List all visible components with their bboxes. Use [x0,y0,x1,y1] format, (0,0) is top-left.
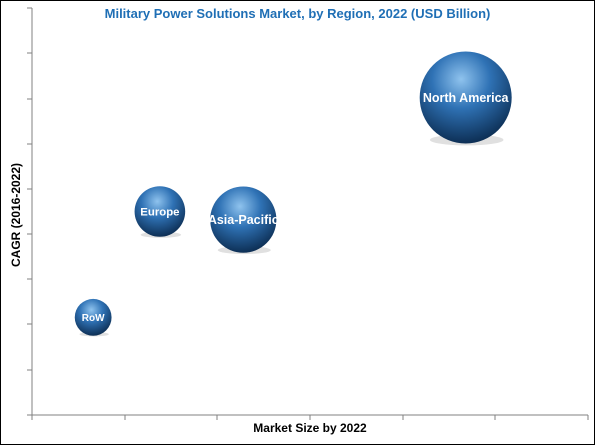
bubble-label-europe: Europe [140,206,179,218]
axes [31,8,588,416]
bubble-label-row: RoW [82,313,105,324]
bubble-label-asia-pacific: Asia-Pacific [208,213,279,227]
bubble-north-america [419,51,512,144]
bubbles: North America Europe Asia-Pacific RoW [74,51,512,337]
bubble-asia-pacific [210,186,277,253]
bubble-row [74,298,112,336]
y-axis-title: CAGR (2016-2022) [9,163,23,267]
axis-ticks [27,7,589,420]
x-axis-title: Market Size by 2022 [253,421,367,435]
chart-title: Military Power Solutions Market, by Regi… [104,6,491,21]
bubble-label-north-america: North America [423,91,510,105]
bubble-europe [134,186,186,237]
